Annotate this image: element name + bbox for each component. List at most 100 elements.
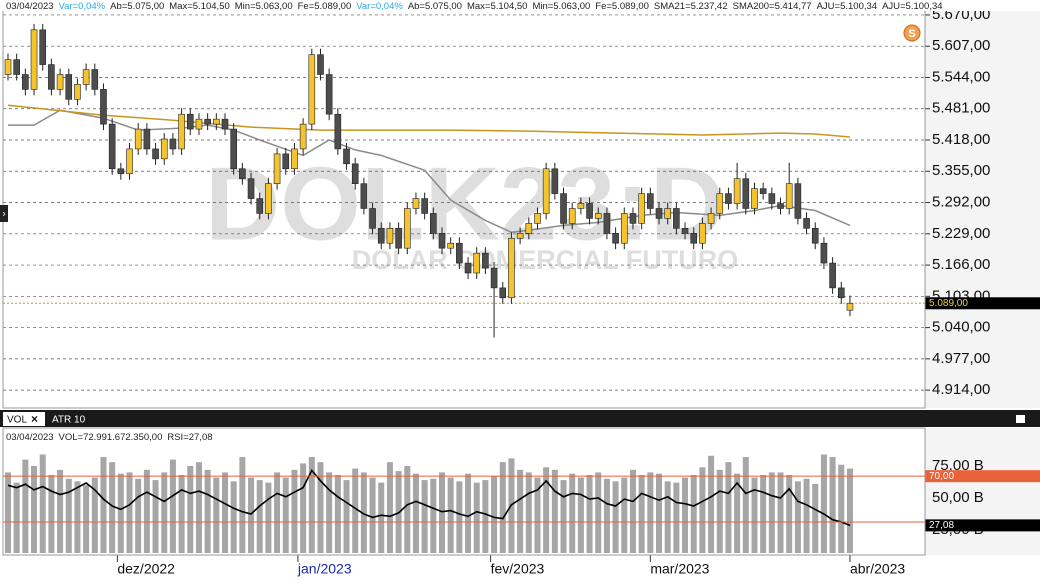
atr-tab-label[interactable]: ATR 10 (52, 415, 86, 426)
volume-bar (690, 474, 697, 553)
volume-bar (308, 457, 315, 553)
candle-body (742, 178, 750, 209)
volume-bar (126, 472, 133, 553)
candle-body (438, 232, 446, 249)
maximize-button[interactable] (1016, 415, 1025, 423)
candle-body (117, 168, 125, 175)
candle-body (707, 213, 715, 224)
candle-body (733, 178, 741, 204)
volume-bar (569, 473, 576, 553)
candle-body (551, 168, 559, 194)
volume-bar (369, 477, 376, 553)
volume-bar (786, 474, 793, 553)
candle-body (13, 59, 20, 75)
s-icon[interactable] (903, 24, 921, 42)
volume-bar (421, 480, 428, 553)
candle-body (464, 262, 472, 274)
candle-body (785, 183, 793, 209)
volume-bar (499, 462, 506, 553)
candle-body (221, 118, 229, 130)
header-item: AJU=5.100,34 (882, 1, 942, 12)
volume-bar (404, 465, 411, 553)
candle-body (768, 193, 776, 204)
header-item: Ab=5.075,00 (110, 1, 164, 12)
volume-bar (5, 472, 11, 553)
volume-bar (647, 472, 654, 553)
candle-body (456, 242, 463, 264)
volume-bar (612, 481, 619, 553)
volume-bar (656, 473, 662, 553)
header-item: Max=5.104,50 (467, 1, 527, 12)
candle-body (647, 193, 654, 209)
volume-bar (812, 483, 819, 553)
volume-bar (300, 463, 307, 553)
volume-bar (48, 474, 55, 553)
volume-bar (135, 478, 142, 553)
candle-body (308, 54, 316, 125)
candle-body (299, 123, 307, 150)
y-tick-label: 4.914,00 (932, 381, 990, 398)
candle-body (108, 123, 116, 170)
left-arrow-tab[interactable] (0, 205, 8, 222)
volume-bar (39, 454, 46, 553)
candle-body (803, 218, 810, 229)
volume-bar (100, 457, 107, 553)
vol-tab[interactable] (3, 412, 45, 426)
candle-body (100, 89, 107, 125)
indicator-line (7, 104, 851, 138)
y-tick-label: 5.355,00 (932, 162, 990, 179)
candle-body (291, 148, 298, 170)
candle-body (369, 208, 376, 229)
volume-bar (360, 472, 367, 553)
candle-body (39, 29, 47, 65)
candle-body (820, 242, 828, 264)
candle-body (334, 113, 342, 150)
header-item: SMA200=5.414,77 (733, 1, 812, 12)
volume-bar (326, 472, 333, 553)
volume-bar (534, 477, 541, 553)
candle-body (681, 228, 689, 234)
header-item: Min=5.063,00 (235, 1, 293, 12)
volume-bar (725, 462, 732, 553)
vol-tab-label: VOL (7, 415, 27, 426)
volume-bar (412, 473, 419, 553)
candle-body (525, 223, 533, 234)
candle-body (447, 242, 454, 249)
candle-body (594, 213, 602, 219)
y-tick-label: 5.292,00 (932, 193, 990, 210)
x-tick-label: dez/2022 (117, 561, 175, 577)
header-item: SMA21=5.237,42 (654, 1, 728, 12)
candle-body (377, 228, 385, 244)
candle-body (351, 163, 359, 184)
volume-bar (699, 467, 706, 553)
lower-axis-bg (925, 428, 1040, 555)
volume-bar (274, 472, 281, 553)
candle-body (655, 208, 663, 219)
candle-body (638, 193, 645, 224)
volume-bar (291, 469, 298, 553)
close-tab[interactable]: × (31, 412, 38, 426)
x-tick-label: mar/2023 (650, 561, 709, 577)
candle-body (794, 183, 802, 219)
y-tick-label: 5.418,00 (932, 131, 990, 148)
header-item: Fe=5.089,00 (298, 1, 352, 12)
y-tick-label: 5.544,00 (932, 68, 990, 85)
candle-body (725, 193, 732, 204)
candle-body (421, 198, 428, 214)
candle-body (30, 29, 38, 90)
volume-bar (543, 467, 550, 553)
header-item: Min=5.063,00 (532, 1, 590, 12)
candle-body (508, 237, 515, 299)
x-tick-label: fev/2023 (491, 561, 545, 577)
level-label: 70,00 (929, 471, 954, 482)
volume-bar (829, 457, 836, 553)
candle-body (716, 193, 724, 214)
x-tick-label: abr/2023 (850, 561, 905, 577)
lower-info: 03/04/2023 VOL=72.991.672.350,00 RSI=27,08 (6, 432, 213, 443)
candle-body (490, 267, 498, 289)
candle-body (620, 213, 628, 244)
y-tick-label: 50,00 B (932, 489, 984, 506)
volume-bar (664, 481, 671, 553)
volume-bar (386, 462, 393, 553)
candle-body (256, 198, 264, 214)
